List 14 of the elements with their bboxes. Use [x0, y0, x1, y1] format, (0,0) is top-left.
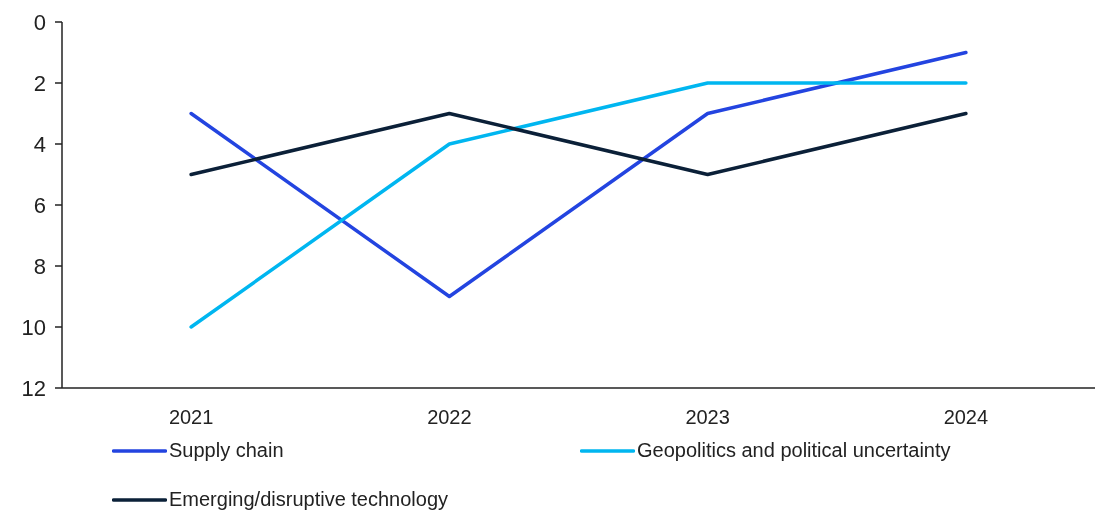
y-tick-label: 0 [33, 9, 46, 35]
y-tick-label: 6 [33, 192, 46, 218]
legend-label: Emerging/disruptive technology [169, 488, 449, 511]
y-tick-label: 2 [33, 70, 46, 96]
x-tick-label: 2023 [685, 406, 730, 429]
y-tick-label: 4 [33, 131, 46, 157]
y-tick-label: 12 [21, 375, 46, 401]
legend-label: Geopolitics and political uncertainty [637, 439, 951, 462]
x-tick-label: 2024 [943, 406, 989, 429]
y-tick-label: 10 [21, 314, 46, 340]
x-tick-label: 2022 [427, 406, 472, 429]
x-tick-label: 2021 [168, 406, 214, 429]
y-tick-label: 8 [33, 253, 46, 279]
legend-label: Supply chain [169, 439, 284, 462]
